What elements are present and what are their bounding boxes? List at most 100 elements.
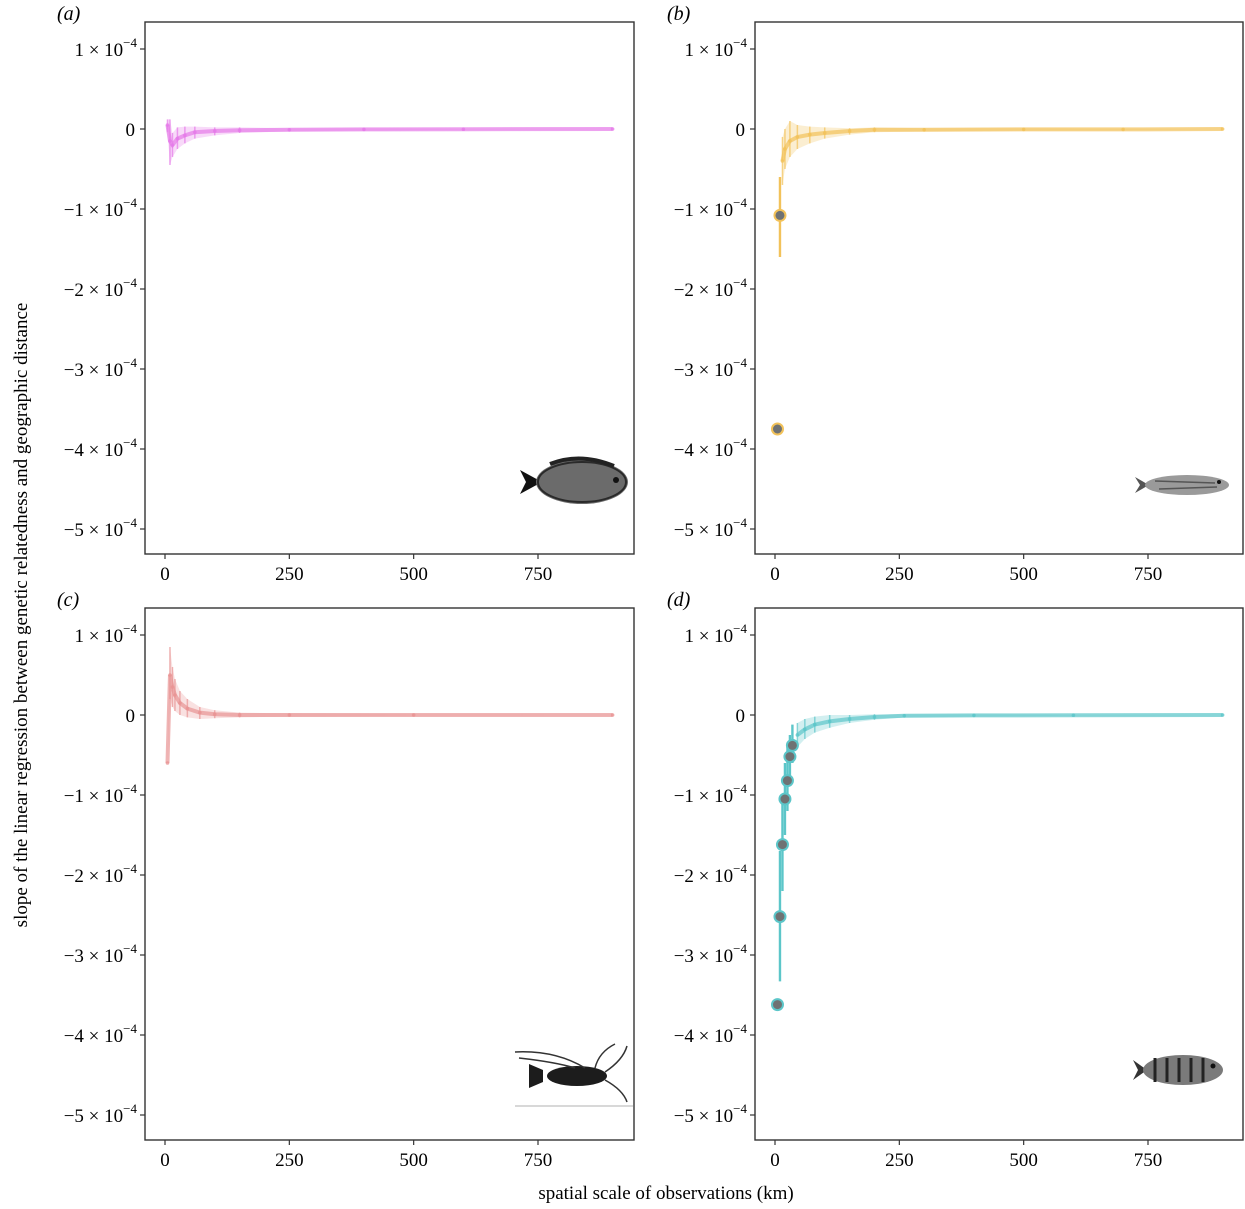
data-point (972, 713, 976, 718)
y-tick-label: −3 × 10−4 (674, 355, 748, 381)
panel-label: (c) (57, 589, 80, 611)
bream-fish-icon (520, 456, 628, 504)
ci-ribbon (167, 647, 613, 763)
x-tick-label: 750 (1134, 1150, 1163, 1171)
data-point (1071, 713, 1076, 718)
panel-c: (c) 1 × 10−4 0 −1 × 10−4 −2 × 10−4 −3 × 10−4 −… (57, 589, 635, 1171)
slender-fish-icon (1135, 475, 1229, 495)
y-tick-label: −5 × 10−4 (64, 1101, 138, 1127)
significant-point (785, 738, 799, 752)
y-tick-label: 0 (736, 120, 746, 141)
data-point (175, 136, 180, 141)
panel-b: (b) 1 × 10−4 0 −1 × 10−4 −2 × 10−4 −3 × 10−4 −… (667, 3, 1244, 585)
y-tick-label: −4 × 10−4 (674, 1021, 748, 1047)
data-point (1121, 127, 1125, 132)
y-tick-label: −2 × 10−4 (64, 275, 138, 301)
x-axis-title: spatial scale of observations (km) (538, 1183, 793, 1204)
x-tick-label: 500 (1009, 564, 1038, 585)
data-point (780, 159, 785, 163)
data-point (610, 713, 615, 717)
data-point (198, 710, 202, 715)
data-point (168, 139, 172, 143)
panel-label: (d) (667, 589, 691, 611)
data-point (193, 130, 197, 134)
y-tick-label: −1 × 10−4 (674, 195, 748, 221)
data-point (178, 701, 182, 705)
data-point (165, 761, 170, 765)
x-tick-label: 750 (1134, 564, 1163, 585)
plot-frame (754, 21, 1244, 555)
y-tick-label: −1 × 10−4 (64, 781, 138, 807)
x-tick-label: 250 (885, 564, 914, 585)
data-point (170, 143, 175, 147)
x-tick-label: 250 (275, 1150, 304, 1171)
panel-label: (b) (667, 3, 691, 25)
data-point (803, 727, 807, 732)
y-tick-label: 1 × 10−4 (684, 35, 747, 61)
x-tick-label: 250 (885, 1150, 914, 1171)
data-point (610, 127, 615, 131)
data-point (822, 131, 827, 135)
x-tick-label: 250 (275, 564, 304, 585)
y-tick-label: −2 × 10−4 (674, 861, 748, 887)
x-tick-label: 0 (770, 1150, 780, 1171)
y-tick-label: −5 × 10−4 (674, 515, 748, 541)
plot-frame (144, 607, 635, 1141)
y-tick-label: −2 × 10−4 (674, 275, 748, 301)
data-point (872, 128, 877, 132)
data-point (237, 713, 242, 717)
data-point (1220, 127, 1225, 131)
plot-frame (144, 21, 635, 555)
significant-point (775, 838, 789, 852)
y-tick-label: 1 × 10−4 (74, 35, 137, 61)
x-tick-label: 500 (399, 1150, 428, 1171)
data-point (185, 706, 190, 711)
series-line (796, 713, 1223, 737)
significant-point (780, 774, 794, 788)
panel-a: (a) 1 × 10−4 0 −1 × 10−4 −2 × 10−4 −3 × 10−4 −… (57, 3, 635, 585)
banded-fish-icon (1133, 1055, 1223, 1085)
x-tick-label: 0 (770, 564, 780, 585)
series-line (165, 674, 613, 764)
y-tick-label: 1 × 10−4 (74, 621, 137, 647)
y-tick-label: 0 (126, 706, 136, 727)
significant-point (770, 998, 784, 1012)
x-tick-label: 750 (524, 1150, 553, 1171)
data-point (287, 713, 292, 717)
significant-point (773, 208, 787, 222)
y-tick-label: −3 × 10−4 (64, 355, 138, 381)
panel-label: (a) (57, 3, 81, 25)
data-point (411, 713, 416, 717)
data-point (872, 715, 877, 719)
y-tick-label: 1 × 10−4 (684, 621, 747, 647)
data-point (183, 133, 187, 138)
data-point (902, 714, 907, 718)
data-point (212, 712, 217, 716)
data-point (170, 685, 175, 689)
data-point (783, 147, 787, 151)
ci-ribbon (797, 714, 1223, 747)
data-point (461, 127, 466, 132)
data-point (847, 717, 852, 721)
data-point (212, 129, 217, 133)
data-point (922, 128, 926, 132)
y-tick-label: −1 × 10−4 (64, 195, 138, 221)
data-point (795, 135, 800, 139)
y-tick-label: −4 × 10−4 (64, 1021, 138, 1047)
data-point (847, 129, 852, 133)
data-point (1021, 127, 1026, 132)
data-point (788, 139, 792, 143)
y-tick-label: −4 × 10−4 (64, 435, 138, 461)
data-point (237, 128, 242, 132)
y-tick-label: 0 (126, 120, 136, 141)
y-tick-label: −4 × 10−4 (674, 435, 748, 461)
data-point (173, 693, 177, 697)
data-point (795, 733, 800, 737)
significant-point (773, 910, 787, 924)
y-tick-label: −3 × 10−4 (64, 941, 138, 967)
data-point (808, 132, 812, 137)
ci-ribbon (167, 119, 613, 165)
lobster-icon (514, 1043, 633, 1107)
plot-frame (754, 607, 1244, 1141)
